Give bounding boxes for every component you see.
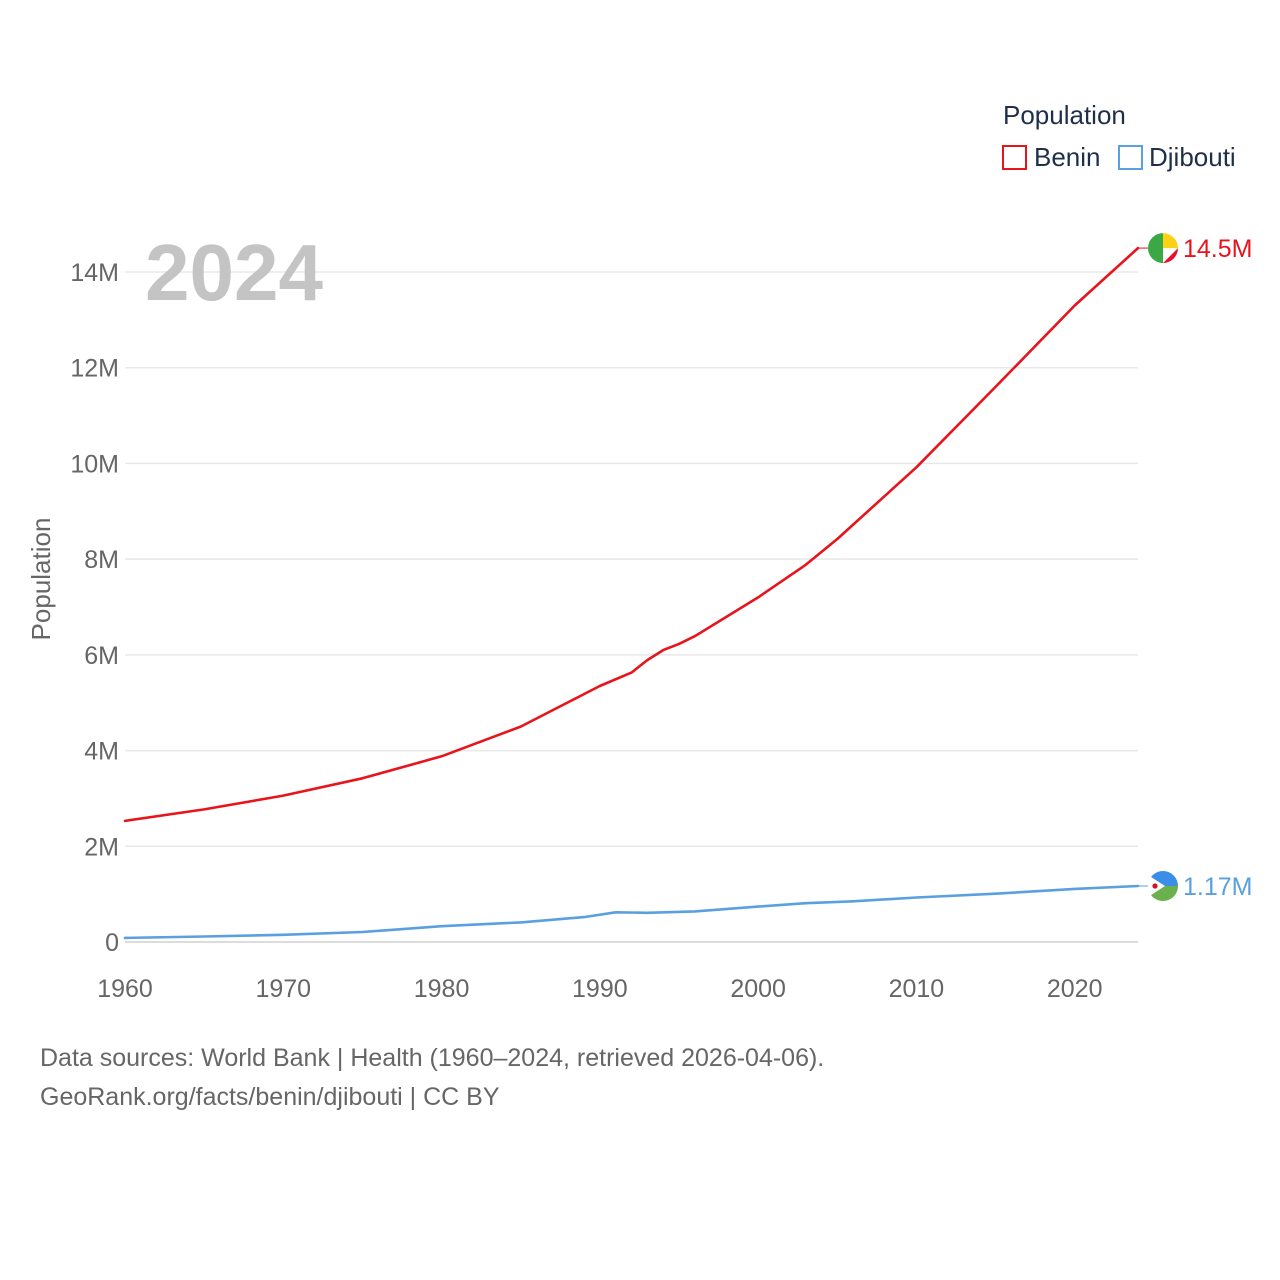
x-tick-label: 1970	[255, 975, 311, 1003]
y-tick-label: 8M	[84, 546, 119, 574]
x-axis-ticks: 1960 1970 1980 1990 2000 2010 2020	[97, 975, 1102, 1003]
x-tick-label: 1960	[97, 975, 153, 1003]
series-line-djibouti[interactable]	[123, 884, 1140, 940]
year-label: 2024	[145, 228, 323, 317]
y-axis-ticks: 0 2M 4M 6M 8M 10M 12M 14M	[70, 259, 119, 957]
y-tick-label: 4M	[84, 738, 119, 766]
grid	[125, 271, 1138, 943]
legend-label-djibouti[interactable]: Djibouti	[1149, 142, 1236, 172]
x-tick-label: 2010	[889, 975, 945, 1003]
end-label-benin: 14.5M	[1183, 235, 1252, 263]
end-label-djibouti: 1.17M	[1183, 873, 1252, 901]
attribution-link[interactable]: GeoRank.org/facts/benin/djibouti | CC BY	[40, 1083, 500, 1111]
x-tick-label: 1990	[572, 975, 628, 1003]
legend: Population Benin Djibouti	[1002, 100, 1236, 172]
legend-label-benin[interactable]: Benin	[1034, 142, 1101, 172]
y-axis-title: Population	[26, 518, 56, 641]
djibouti-flag-icon	[1148, 871, 1178, 902]
y-tick-label: 14M	[70, 259, 119, 287]
y-tick-label: 10M	[70, 450, 119, 478]
y-tick-label: 6M	[84, 642, 119, 670]
y-tick-label: 2M	[84, 833, 119, 861]
legend-swatch-djibouti[interactable]	[1118, 145, 1143, 170]
x-tick-label: 2020	[1047, 975, 1103, 1003]
y-tick-label: 0	[105, 929, 119, 957]
series-end-markers: 14.5M 1.17M	[1138, 233, 1252, 902]
source-note: Data sources: World Bank | Health (1960–…	[40, 1044, 825, 1072]
series-line-benin[interactable]	[123, 246, 1140, 823]
benin-flag-icon	[1148, 233, 1178, 264]
x-tick-label: 1980	[414, 975, 470, 1003]
y-tick-label: 12M	[70, 355, 119, 383]
legend-swatch-benin[interactable]	[1002, 145, 1027, 170]
series-lines	[123, 246, 1140, 940]
legend-title: Population	[1003, 100, 1126, 130]
x-tick-label: 2000	[730, 975, 786, 1003]
